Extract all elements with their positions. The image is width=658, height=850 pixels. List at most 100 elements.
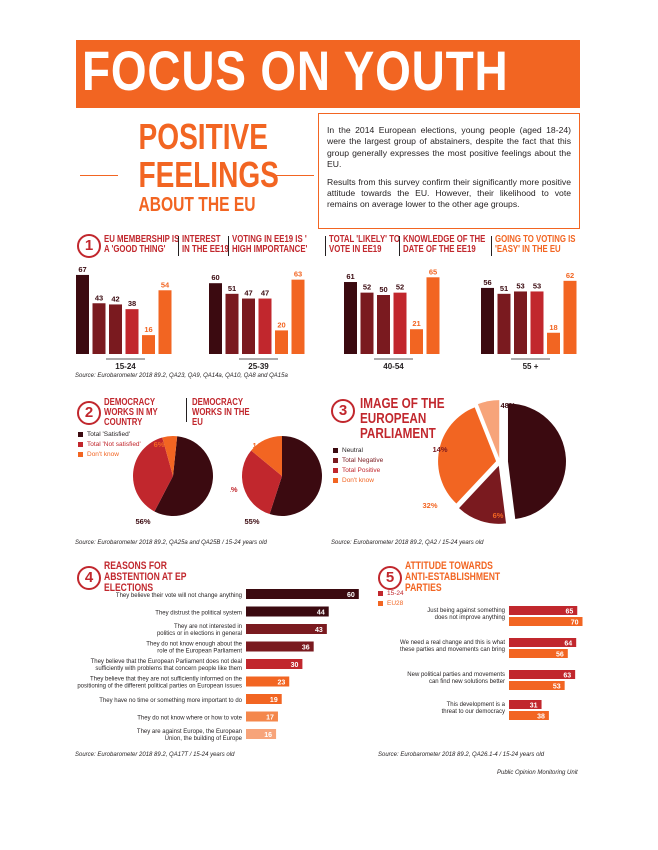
pie-ep-slice-1 <box>507 403 566 520</box>
attitude-label: does not improve anything <box>435 615 505 621</box>
title-line-2: FEELINGS <box>138 154 279 195</box>
bar-value-label: 67 <box>78 265 86 274</box>
bar-15-24-1 <box>76 274 89 354</box>
bar-value-label: 61 <box>346 272 354 281</box>
attitude-value: 53 <box>553 684 561 691</box>
title-line-1: POSITIVE <box>138 116 269 157</box>
abstention-value: 17 <box>266 715 274 722</box>
section-3-legend: Neutral Total Negative Total Positive Do… <box>333 446 383 486</box>
bar-25-39-2 <box>225 293 239 354</box>
section-1-bar-chart: 67 43 42 38 16 54 15-24 60 51 47 47 20 63 25-39 61 52 50… <box>76 265 577 371</box>
bar-value-label: 20 <box>277 320 285 329</box>
bar-40-54-1 <box>344 282 357 354</box>
section-2-number: 2 <box>77 401 101 425</box>
section-2-title-b-text: DEMOCRACY WORKS IN THE EU <box>192 397 250 428</box>
group-label: 55 + <box>523 362 539 371</box>
section-1-number: 1 <box>77 234 101 258</box>
attitude-bar-1-EU28 <box>509 617 583 626</box>
bar-value-label: 53 <box>533 281 541 290</box>
pie-ep-label: 32% <box>422 501 437 510</box>
pie-ep-label: 48% <box>500 401 515 410</box>
pie-b-slice-2 <box>242 450 282 515</box>
abstention-bar-2 <box>246 606 329 617</box>
abstention-label: They believe their vote will not change … <box>116 593 242 599</box>
section-2-source: Source: Eurobarometer 2018 89.2, QA25a a… <box>75 540 267 546</box>
section-1-header-divider <box>228 236 229 256</box>
bar-value-label: 53 <box>516 281 524 290</box>
group-label: 15-24 <box>115 362 136 371</box>
abstention-label: positioning of the different political p… <box>77 684 242 690</box>
pie-ep-slice-3 <box>438 407 497 504</box>
attitude-value: 31 <box>530 703 538 710</box>
abstention-value: 19 <box>270 697 278 704</box>
section-1-header-divider <box>325 236 326 256</box>
section-3-title: IMAGE OF THE EUROPEAN PARLIAMENT <box>360 396 469 441</box>
attitude-label: can find new solutions better <box>429 679 505 685</box>
section-4-title: REASONS FOR ABSTENTION AT EP ELECTIONS <box>104 561 205 594</box>
section-1-header-4: TOTAL 'LIKELY' TO VOTE IN EE19 <box>329 234 400 255</box>
intro-paragraph-2: Results from this survey confirm their s… <box>327 176 571 210</box>
abstention-label: They are not interested in <box>174 624 242 630</box>
title-line-3: ABOUT THE EU <box>138 194 256 216</box>
section-1-header-divider <box>491 236 492 256</box>
abstention-value: 44 <box>317 610 325 617</box>
abstention-value: 60 <box>347 592 355 599</box>
abstention-label: politics or in elections in general <box>157 631 242 637</box>
legend-item-dont-know: Don't know <box>333 476 383 486</box>
bar-40-54-5 <box>410 329 423 354</box>
bar-15-24-3 <box>109 304 122 354</box>
abstention-value: 23 <box>277 680 285 687</box>
bar-value-label: 38 <box>128 299 136 308</box>
attitude-bar-2-15-24 <box>509 638 577 647</box>
section-2-title-b: DEMOCRACY WORKS IN THE EU <box>192 398 254 428</box>
bar-15-24-4 <box>125 309 139 354</box>
abstention-label: They are against Europe, the European <box>137 729 242 735</box>
attitude-label: Just being against something <box>427 608 505 614</box>
pie-ep-label: 6% <box>493 511 504 520</box>
pie-image-ep: 48% 14% 32% 6% <box>422 400 566 524</box>
abstention-bar-9 <box>246 729 277 739</box>
section-1-header-divider <box>399 236 400 256</box>
footer-credit: Public Opinion Monitoring Unit <box>497 770 578 776</box>
bar-55 +-1 <box>481 287 494 354</box>
bar-55 +-6 <box>563 280 577 354</box>
bar-value-label: 62 <box>566 271 574 280</box>
abstention-value: 16 <box>264 732 272 739</box>
bar-value-label: 52 <box>363 283 371 292</box>
attitude-value: 38 <box>537 714 545 721</box>
abstention-bar-7 <box>246 694 282 704</box>
bar-25-39-6 <box>291 279 305 354</box>
section-5-legend: 15-24 EU28 <box>378 589 404 609</box>
bar-40-54-6 <box>426 277 440 354</box>
attitude-label: New political parties and movements <box>407 672 505 678</box>
section-5-source: Source: Eurobarometer 2018 89.2, QA26.1-… <box>378 752 545 758</box>
pie-a-label: 56% <box>135 517 150 526</box>
abstention-bar-3 <box>246 624 327 634</box>
bar-55 +-2 <box>497 293 511 354</box>
attitude-label: This development is a <box>447 702 506 708</box>
legend-item-positive: Total Positive <box>333 466 383 476</box>
section-5-title: ATTITUDE TOWARDS ANTI-ESTABLISHMENT PART… <box>405 561 514 594</box>
bar-value-label: 47 <box>261 289 269 298</box>
abstention-label: sufficiently with problems that concern … <box>95 666 242 672</box>
attitude-bar-2-EU28 <box>509 649 568 658</box>
section-1-header-2: INTEREST IN THE EE19 <box>182 234 229 255</box>
attitude-label: threat to our democracy <box>442 709 505 715</box>
bar-55 +-4 <box>530 291 544 354</box>
pie-democracy-eu: 55% 31% 14% <box>230 436 322 526</box>
bar-15-24-5 <box>142 335 155 354</box>
legend-item-satisfied: Total 'Satisfied' <box>78 430 141 440</box>
intro-paragraph-1: In the 2014 European elections, young pe… <box>327 125 571 170</box>
pie-ep-slice-2 <box>459 465 507 524</box>
section-3-title-text: IMAGE OF THE EUROPEAN PARLIAMENT <box>360 395 445 442</box>
bar-55 +-3 <box>514 291 527 354</box>
section-1-header-5: KNOWLEDGE OF THE DATE OF THE EE19 <box>403 234 486 255</box>
pie-b-label: 55% <box>244 517 259 526</box>
bar-value-label: 52 <box>396 283 404 292</box>
abstention-label: They believe that the European Parliamen… <box>91 659 242 665</box>
legend-item-negative: Total Negative <box>333 456 383 466</box>
section-2-title-a-text: DEMOCRACY WORKS IN MY COUNTRY <box>104 397 158 428</box>
bar-15-24-6 <box>158 290 172 354</box>
section-2-title-a: DEMOCRACY WORKS IN MY COUNTRY <box>104 398 174 428</box>
bar-25-39-4 <box>258 298 272 354</box>
